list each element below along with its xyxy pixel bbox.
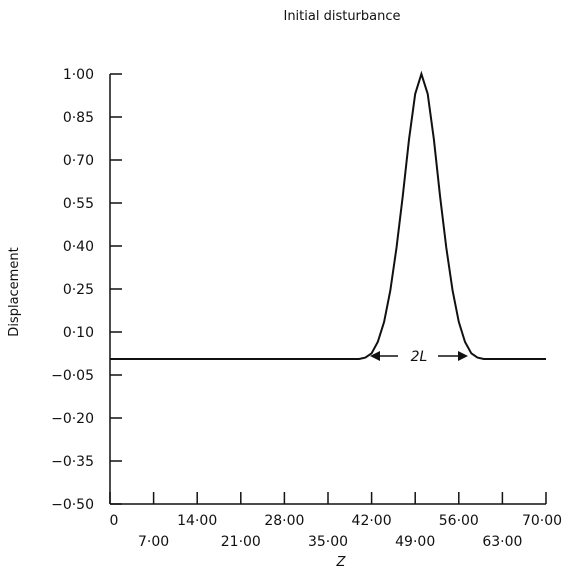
y-tick-label: 1·00 (63, 67, 94, 83)
y-tick-label: −0·50 (51, 497, 94, 513)
y-tick-label: −0·05 (51, 368, 94, 384)
y-tick-label: 0·85 (63, 110, 94, 126)
x-tick-label: 14·00 (177, 513, 217, 529)
x-tick-label: 28·00 (264, 513, 304, 529)
x-tick-label: 70·00 (522, 513, 562, 529)
x-tick-label: 21·00 (221, 534, 261, 550)
x-tick-label: 35·00 (308, 534, 348, 550)
annotation-arrowhead-left (370, 351, 380, 361)
annotation-arrowhead-right (458, 351, 468, 361)
y-tick-label: 0·10 (63, 325, 94, 341)
y-tick-label: 0·40 (63, 239, 94, 255)
chart-title: Initial disturbance (283, 9, 400, 24)
x-tick-label: 63·00 (482, 534, 522, 550)
x-tick-label: 7·00 (138, 534, 169, 550)
y-tick-label: 0·55 (63, 196, 94, 212)
y-tick-label: −0·35 (51, 454, 94, 470)
y-axis-label: Displacement (7, 247, 22, 336)
y-tick-label: 0·70 (63, 153, 94, 169)
x-ticks: 0 7·00 14·0021·0028·0035·0042·0049·0056·00… (109, 492, 562, 550)
series-line (110, 70, 546, 360)
x-axis-label: Z (336, 555, 347, 570)
y-ticks: 1·00 0·85 0·70 0·55 0·40 0·25 0·10 −0·05 −0·20 −0… (51, 67, 122, 513)
annotation-label: 2L (411, 349, 428, 365)
y-tick-label: −0·20 (51, 411, 94, 427)
width-annotation: 2L (370, 349, 468, 365)
x-tick-label: 56·00 (439, 513, 479, 529)
y-tick-label: 0·25 (63, 282, 94, 298)
x-tick-label: 0 (110, 513, 119, 529)
x-tick-label: 42·00 (352, 513, 392, 529)
x-tick-label: 49·00 (395, 534, 435, 550)
